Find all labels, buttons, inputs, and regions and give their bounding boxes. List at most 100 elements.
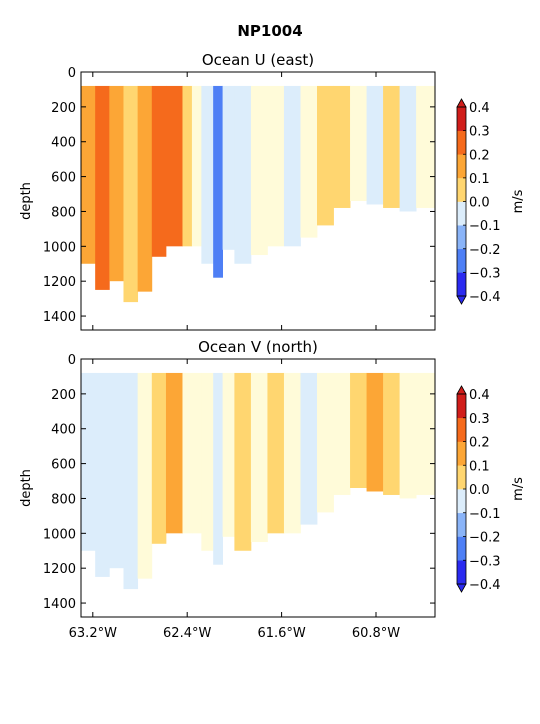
data-column: [350, 372, 367, 488]
colorbar-tick-label: 0.4: [469, 388, 490, 403]
data-column: [151, 85, 167, 257]
y-tick-label: 200: [51, 101, 76, 116]
colorbar-tick-label: −0.1: [469, 219, 501, 234]
data-column: [333, 85, 351, 208]
data-column: [283, 372, 301, 534]
colorbar-segment: [457, 512, 466, 537]
data-column: [213, 372, 223, 565]
data-column: [383, 372, 400, 495]
x-tick-label: 61.6°W: [257, 626, 305, 641]
colorbar-segment: [457, 536, 466, 561]
data-column: [333, 372, 351, 495]
data-column: [283, 85, 301, 247]
colorbar-tick-label: 0.2: [469, 148, 490, 163]
data-column: [250, 372, 268, 543]
data-column: [267, 85, 285, 247]
colorbar-segment: [457, 441, 466, 466]
data-column: [317, 85, 334, 226]
panel-title: Ocean V (north): [198, 338, 318, 356]
colorbar-segment: [457, 560, 466, 585]
colorbar-segment: [457, 107, 466, 131]
data-column: [165, 85, 183, 247]
colorbar-extend-min: [456, 583, 467, 593]
data-column: [213, 85, 223, 278]
colorbar-tick-label: −0.1: [469, 507, 501, 522]
data-columns: [81, 372, 435, 590]
colorbar-tick-label: −0.3: [469, 554, 501, 569]
data-column: [366, 85, 384, 205]
y-axis-label: depth: [19, 182, 34, 220]
data-column: [165, 372, 183, 534]
colorbar-tick-label: −0.4: [469, 290, 501, 305]
y-tick-label: 0: [68, 66, 76, 81]
colorbar-tick-label: −0.3: [469, 266, 501, 281]
axes-frame: [80, 358, 436, 618]
figure-title: NP1004: [237, 22, 302, 40]
colorbar-tick-label: 0.3: [469, 125, 490, 140]
data-column: [250, 85, 268, 256]
x-tick-label: 63.2°W: [69, 626, 117, 641]
colorbar-segment: [457, 201, 466, 226]
data-column: [151, 372, 167, 544]
y-tick-label: 200: [51, 388, 76, 403]
chart-panel-2: Ocean V (north) 0 200 400 600 800 1000 1200 1400…: [19, 338, 526, 641]
y-tick-label: 800: [51, 492, 76, 507]
colorbar-tick-label: 0.0: [469, 196, 490, 211]
data-column: [317, 372, 334, 513]
data-column: [383, 85, 400, 208]
data-column: [137, 372, 153, 579]
x-tick-label: 60.8°W: [352, 626, 400, 641]
y-tick-label: 600: [51, 171, 76, 186]
data-column: [350, 85, 367, 201]
colorbar-segment: [457, 489, 466, 514]
y-tick-label: 600: [51, 458, 76, 473]
y-tick-label: 1400: [43, 597, 76, 612]
data-column: [267, 372, 285, 534]
y-tick-label: 400: [51, 423, 76, 438]
colorbar-tick-label: 0.2: [469, 436, 490, 451]
colorbar-segment: [457, 177, 466, 202]
data-column: [300, 85, 318, 238]
axes-frame: [80, 71, 436, 331]
data-column: [234, 85, 252, 264]
y-tick-label: 800: [51, 205, 76, 220]
data-column: [201, 85, 214, 264]
y-tick-label: 1000: [43, 527, 76, 542]
data-column: [234, 372, 252, 551]
data-column: [300, 372, 318, 525]
colorbar-segment: [457, 130, 466, 155]
data-column: [123, 372, 139, 590]
data-column: [109, 85, 124, 282]
data-column: [191, 85, 202, 247]
data-columns: [81, 85, 435, 303]
data-column: [399, 85, 417, 212]
colorbar-segment: [457, 154, 466, 179]
y-tick-label: 1200: [43, 562, 76, 577]
colorbar-tick-label: 0.4: [469, 101, 490, 116]
colorbar-segment: [457, 272, 466, 297]
data-column: [81, 85, 96, 264]
colorbar-tick-label: 0.1: [469, 172, 490, 187]
data-column: [109, 372, 124, 569]
colorbar-segment: [457, 225, 466, 250]
colorbar-extend-max: [456, 98, 467, 108]
data-column: [95, 85, 110, 290]
colorbar-extend-max: [456, 385, 467, 395]
colorbar-tick-label: 0.1: [469, 459, 490, 474]
colorbar-tick-label: −0.2: [469, 531, 501, 546]
y-tick-label: 400: [51, 136, 76, 151]
colorbar: 0.4 0.3 0.2 0.1 0.0 −0.1 −0.2 −0.3 −0.4 m/s: [456, 385, 526, 593]
data-column: [366, 372, 384, 492]
y-tick-label: 1000: [43, 240, 76, 255]
data-column: [416, 85, 435, 208]
colorbar: 0.4 0.3 0.2 0.1 0.0 −0.1 −0.2 −0.3 −0.4 m/s: [456, 98, 526, 305]
y-tick-label: 1400: [43, 310, 76, 325]
colorbar-tick-label: −0.2: [469, 243, 501, 258]
colorbar-label: m/s: [511, 189, 526, 213]
data-column: [201, 372, 214, 551]
data-column: [399, 372, 417, 499]
colorbar-label: m/s: [511, 477, 526, 501]
colorbar-tick-label: 0.0: [469, 483, 490, 498]
